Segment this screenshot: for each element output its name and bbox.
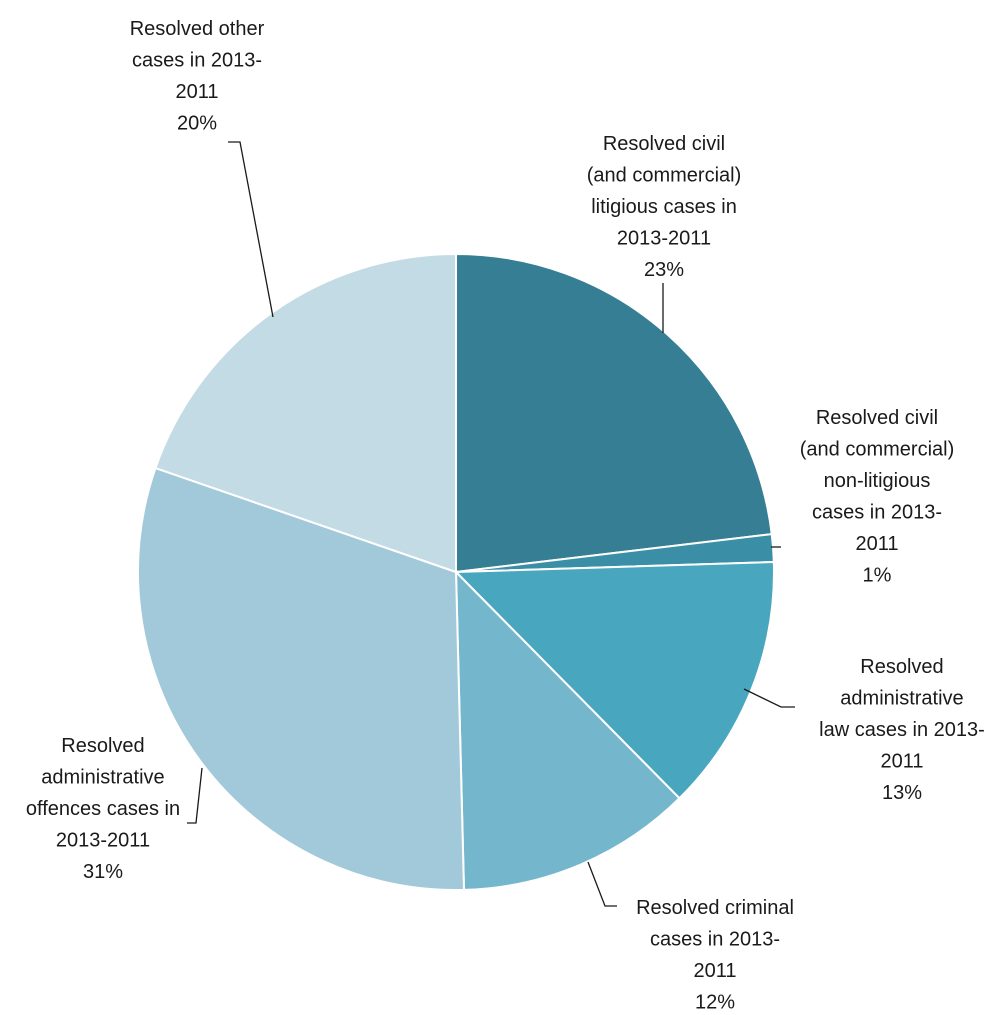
data-label-line: litigious cases in xyxy=(591,196,737,218)
data-labels-layer: Resolved civil (and commercial) litigious … xyxy=(26,18,985,1014)
data-label-1: Resolved civil (and commercial) litigious … xyxy=(587,133,741,281)
data-label-percent: 12% xyxy=(695,992,735,1011)
data-label-5: Resolved administrative offences cases in 2… xyxy=(26,735,180,883)
data-label-line: cases in 2013- xyxy=(650,929,780,951)
slices-layer xyxy=(137,252,775,891)
data-label-6: Resolved other cases in 2013- 2011 20% xyxy=(130,18,265,135)
pie-slice-3 xyxy=(453,560,775,800)
data-label-4: Resolved criminal cases in 2013- 2011 12% xyxy=(636,897,794,1010)
data-label-line: Resolved civil xyxy=(603,133,725,155)
pie-slice-5 xyxy=(137,466,466,891)
data-label-line: cases in 2013- xyxy=(132,50,262,72)
data-label-line: offences cases in xyxy=(26,798,180,820)
leader-lines-layer xyxy=(187,141,795,907)
data-label-line: 2013-2011 xyxy=(56,830,150,852)
data-label-line: cases in 2013- xyxy=(812,502,942,524)
data-label-percent: 20% xyxy=(177,113,217,135)
data-label-line: Resolved civil xyxy=(816,407,938,429)
pie-slice-1 xyxy=(455,252,773,574)
data-label-line: 2011 xyxy=(880,751,923,773)
data-label-line: 2013-2011 xyxy=(617,228,711,250)
data-label-line: 2011 xyxy=(175,81,218,103)
leader-line-4 xyxy=(587,861,617,907)
data-label-line: 2011 xyxy=(855,533,898,555)
data-label-line: administrative xyxy=(41,767,164,789)
data-label-line: law cases in 2013- xyxy=(819,719,985,741)
data-label-line: Resolved other xyxy=(130,18,265,40)
leader-line-5 xyxy=(187,767,203,824)
data-label-percent: 31% xyxy=(83,861,123,883)
data-label-line: non-litigious xyxy=(824,470,931,492)
data-label-line: Resolved criminal xyxy=(636,897,794,919)
leader-line-6 xyxy=(228,141,274,318)
data-label-3: Resolved administrative law cases in 2013-… xyxy=(819,656,985,804)
data-label-percent: 23% xyxy=(644,259,684,281)
data-label-line: Resolved xyxy=(860,656,943,678)
data-label-2: Resolved civil (and commercial) non-litigi… xyxy=(800,407,954,587)
data-label-line: 2011 xyxy=(693,960,736,982)
data-label-percent: 1% xyxy=(863,565,892,587)
leader-line-3 xyxy=(743,688,795,708)
data-label-line: (and commercial) xyxy=(587,165,741,187)
pie-slice-4 xyxy=(454,569,681,891)
data-label-line: (and commercial) xyxy=(800,439,954,461)
data-label-percent: 13% xyxy=(882,782,922,804)
pie-slice-6 xyxy=(154,252,457,574)
data-label-line: administrative xyxy=(840,688,963,710)
data-label-line: Resolved xyxy=(61,735,144,757)
